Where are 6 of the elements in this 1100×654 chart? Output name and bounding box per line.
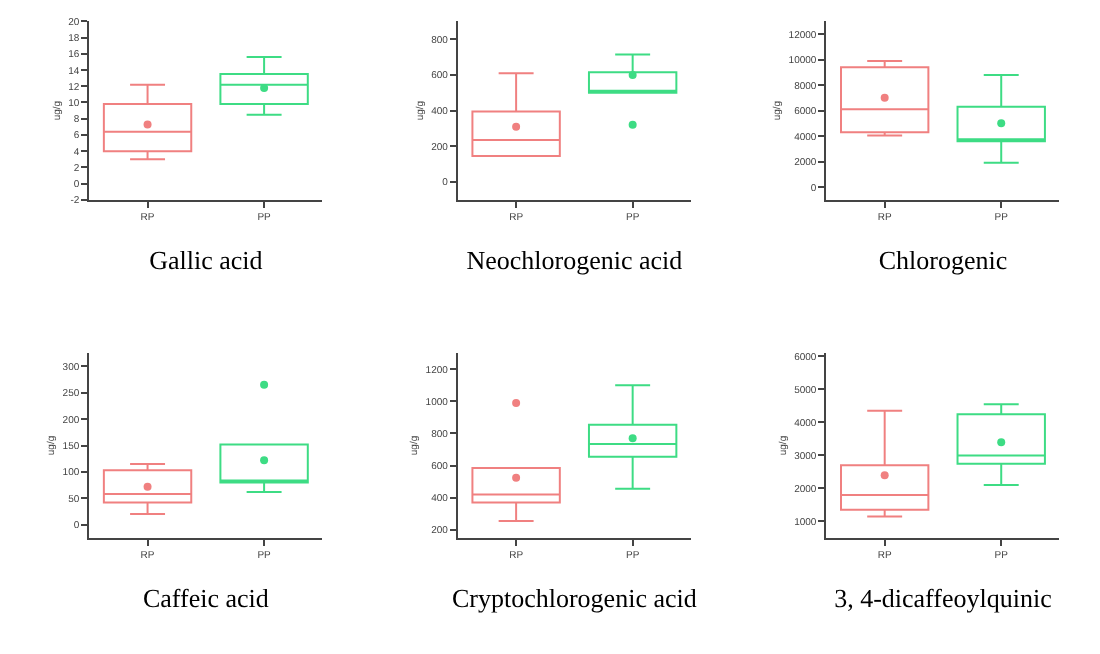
x-axis-title: Gallic acid [149, 245, 264, 275]
x-axis-title: Cryptochlorogenic acid [452, 583, 698, 614]
x-axis-title: Neochlorogenic acid [466, 245, 684, 275]
x-axis-title: Chlorogenic [878, 245, 1008, 275]
x-axis-title: Caffeic acid [142, 583, 270, 614]
x-axis-title: 3, 4-dicaffeoylquinic [834, 583, 1053, 614]
